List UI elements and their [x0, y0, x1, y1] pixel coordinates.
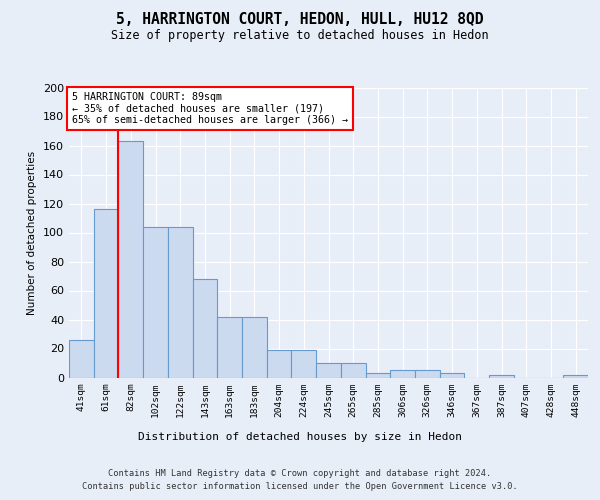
Bar [292, 350, 316, 378]
Bar [168, 226, 193, 378]
Text: Distribution of detached houses by size in Hedon: Distribution of detached houses by size … [138, 432, 462, 442]
Text: Size of property relative to detached houses in Hedon: Size of property relative to detached ho… [111, 29, 489, 42]
Bar [143, 226, 168, 378]
Bar [69, 340, 94, 378]
Bar [193, 279, 217, 378]
Bar [489, 374, 514, 378]
Text: Contains HM Land Registry data © Crown copyright and database right 2024.: Contains HM Land Registry data © Crown c… [109, 469, 491, 478]
Bar [440, 373, 464, 378]
Bar [217, 316, 242, 378]
Y-axis label: Number of detached properties: Number of detached properties [28, 150, 37, 314]
Bar [267, 350, 292, 378]
Bar [341, 363, 365, 378]
Text: 5, HARRINGTON COURT, HEDON, HULL, HU12 8QD: 5, HARRINGTON COURT, HEDON, HULL, HU12 8… [116, 12, 484, 28]
Bar [563, 374, 588, 378]
Bar [242, 316, 267, 378]
Bar [390, 370, 415, 378]
Bar [94, 210, 118, 378]
Bar [365, 373, 390, 378]
Bar [415, 370, 440, 378]
Text: 5 HARRINGTON COURT: 89sqm
← 35% of detached houses are smaller (197)
65% of semi: 5 HARRINGTON COURT: 89sqm ← 35% of detac… [71, 92, 347, 125]
Bar [118, 141, 143, 378]
Bar [316, 363, 341, 378]
Text: Contains public sector information licensed under the Open Government Licence v3: Contains public sector information licen… [82, 482, 518, 491]
